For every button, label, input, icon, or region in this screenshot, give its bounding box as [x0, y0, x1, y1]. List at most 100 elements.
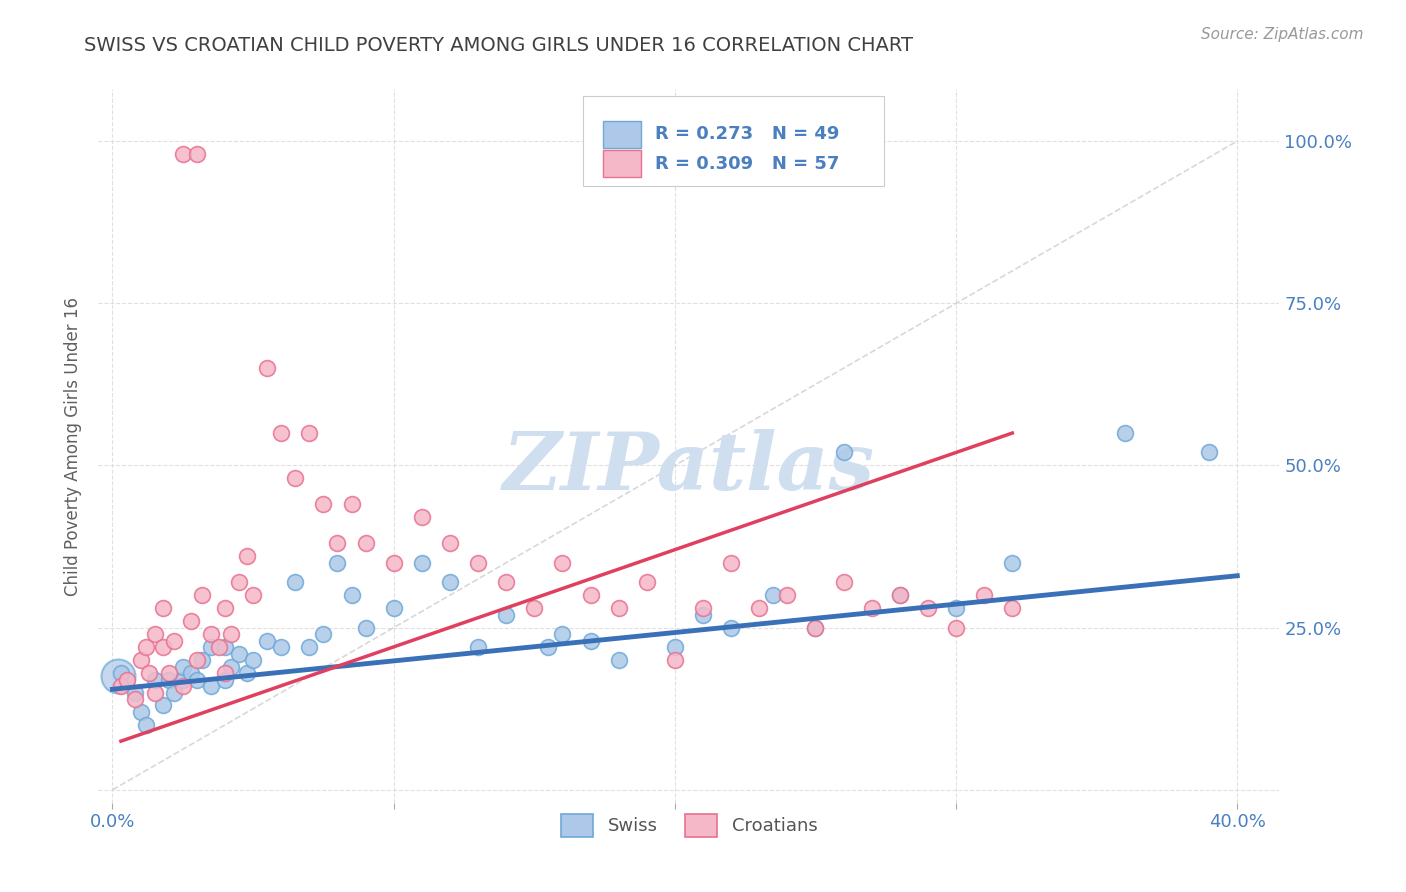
Point: [945, 621, 967, 635]
Point: [579, 633, 602, 648]
Point: [664, 653, 686, 667]
Point: [284, 575, 307, 590]
Point: [832, 445, 855, 459]
Point: [1198, 445, 1220, 459]
Point: [523, 601, 546, 615]
Point: [284, 471, 307, 485]
Point: [172, 673, 194, 687]
Point: [551, 627, 574, 641]
Point: [382, 601, 405, 615]
Point: [186, 673, 208, 687]
FancyBboxPatch shape: [582, 96, 884, 186]
Point: [110, 666, 132, 681]
Point: [163, 633, 186, 648]
Point: [607, 653, 630, 667]
Point: [776, 588, 799, 602]
Point: [748, 601, 770, 615]
Point: [326, 556, 349, 570]
Point: [354, 621, 377, 635]
Point: [214, 666, 236, 681]
Y-axis label: Child Poverty Among Girls Under 16: Child Poverty Among Girls Under 16: [65, 296, 83, 596]
Point: [411, 556, 433, 570]
Point: [439, 575, 461, 590]
Point: [1114, 425, 1136, 440]
Point: [152, 601, 174, 615]
Point: [172, 147, 194, 161]
Point: [236, 666, 259, 681]
Text: R = 0.273   N = 49: R = 0.273 N = 49: [655, 126, 839, 144]
Point: [537, 640, 560, 654]
Point: [242, 588, 264, 602]
Point: [607, 601, 630, 615]
Point: [636, 575, 658, 590]
Point: [340, 497, 363, 511]
Point: [191, 588, 214, 602]
Point: [200, 640, 222, 654]
Point: [157, 673, 180, 687]
Point: [236, 549, 259, 564]
Point: [200, 679, 222, 693]
Point: [256, 361, 278, 376]
Point: [298, 640, 321, 654]
FancyBboxPatch shape: [603, 151, 641, 178]
Point: [326, 536, 349, 550]
Point: [298, 425, 321, 440]
Point: [214, 640, 236, 654]
Text: ZIPatlas: ZIPatlas: [503, 429, 875, 506]
Point: [219, 659, 242, 673]
Point: [138, 666, 160, 681]
Point: [1001, 556, 1024, 570]
Point: [945, 601, 967, 615]
Point: [312, 627, 335, 641]
Point: [107, 669, 129, 683]
Text: Source: ZipAtlas.com: Source: ZipAtlas.com: [1201, 27, 1364, 42]
Point: [143, 673, 166, 687]
Point: [208, 640, 231, 654]
Point: [720, 621, 742, 635]
Point: [270, 640, 292, 654]
Point: [354, 536, 377, 550]
Point: [124, 692, 146, 706]
Point: [115, 673, 138, 687]
Point: [214, 673, 236, 687]
Point: [973, 588, 995, 602]
Point: [219, 627, 242, 641]
Point: [143, 627, 166, 641]
Point: [228, 575, 250, 590]
Point: [889, 588, 911, 602]
Point: [135, 640, 157, 654]
Point: [129, 653, 152, 667]
Point: [270, 425, 292, 440]
Point: [110, 679, 132, 693]
Point: [172, 659, 194, 673]
Point: [692, 607, 714, 622]
Point: [917, 601, 939, 615]
Point: [439, 536, 461, 550]
Point: [495, 575, 517, 590]
Point: [762, 588, 785, 602]
Point: [242, 653, 264, 667]
Point: [152, 698, 174, 713]
Point: [860, 601, 883, 615]
Point: [411, 510, 433, 524]
Point: [804, 621, 827, 635]
Point: [495, 607, 517, 622]
Point: [804, 621, 827, 635]
Point: [157, 666, 180, 681]
Point: [186, 147, 208, 161]
Point: [191, 653, 214, 667]
FancyBboxPatch shape: [603, 120, 641, 148]
Point: [124, 685, 146, 699]
Point: [256, 633, 278, 648]
Point: [214, 601, 236, 615]
Text: R = 0.309   N = 57: R = 0.309 N = 57: [655, 155, 839, 173]
Point: [340, 588, 363, 602]
Point: [312, 497, 335, 511]
Point: [382, 556, 405, 570]
Point: [720, 556, 742, 570]
Point: [152, 640, 174, 654]
Point: [889, 588, 911, 602]
Point: [467, 556, 489, 570]
Legend: Swiss, Croatians: Swiss, Croatians: [554, 807, 824, 844]
Point: [200, 627, 222, 641]
